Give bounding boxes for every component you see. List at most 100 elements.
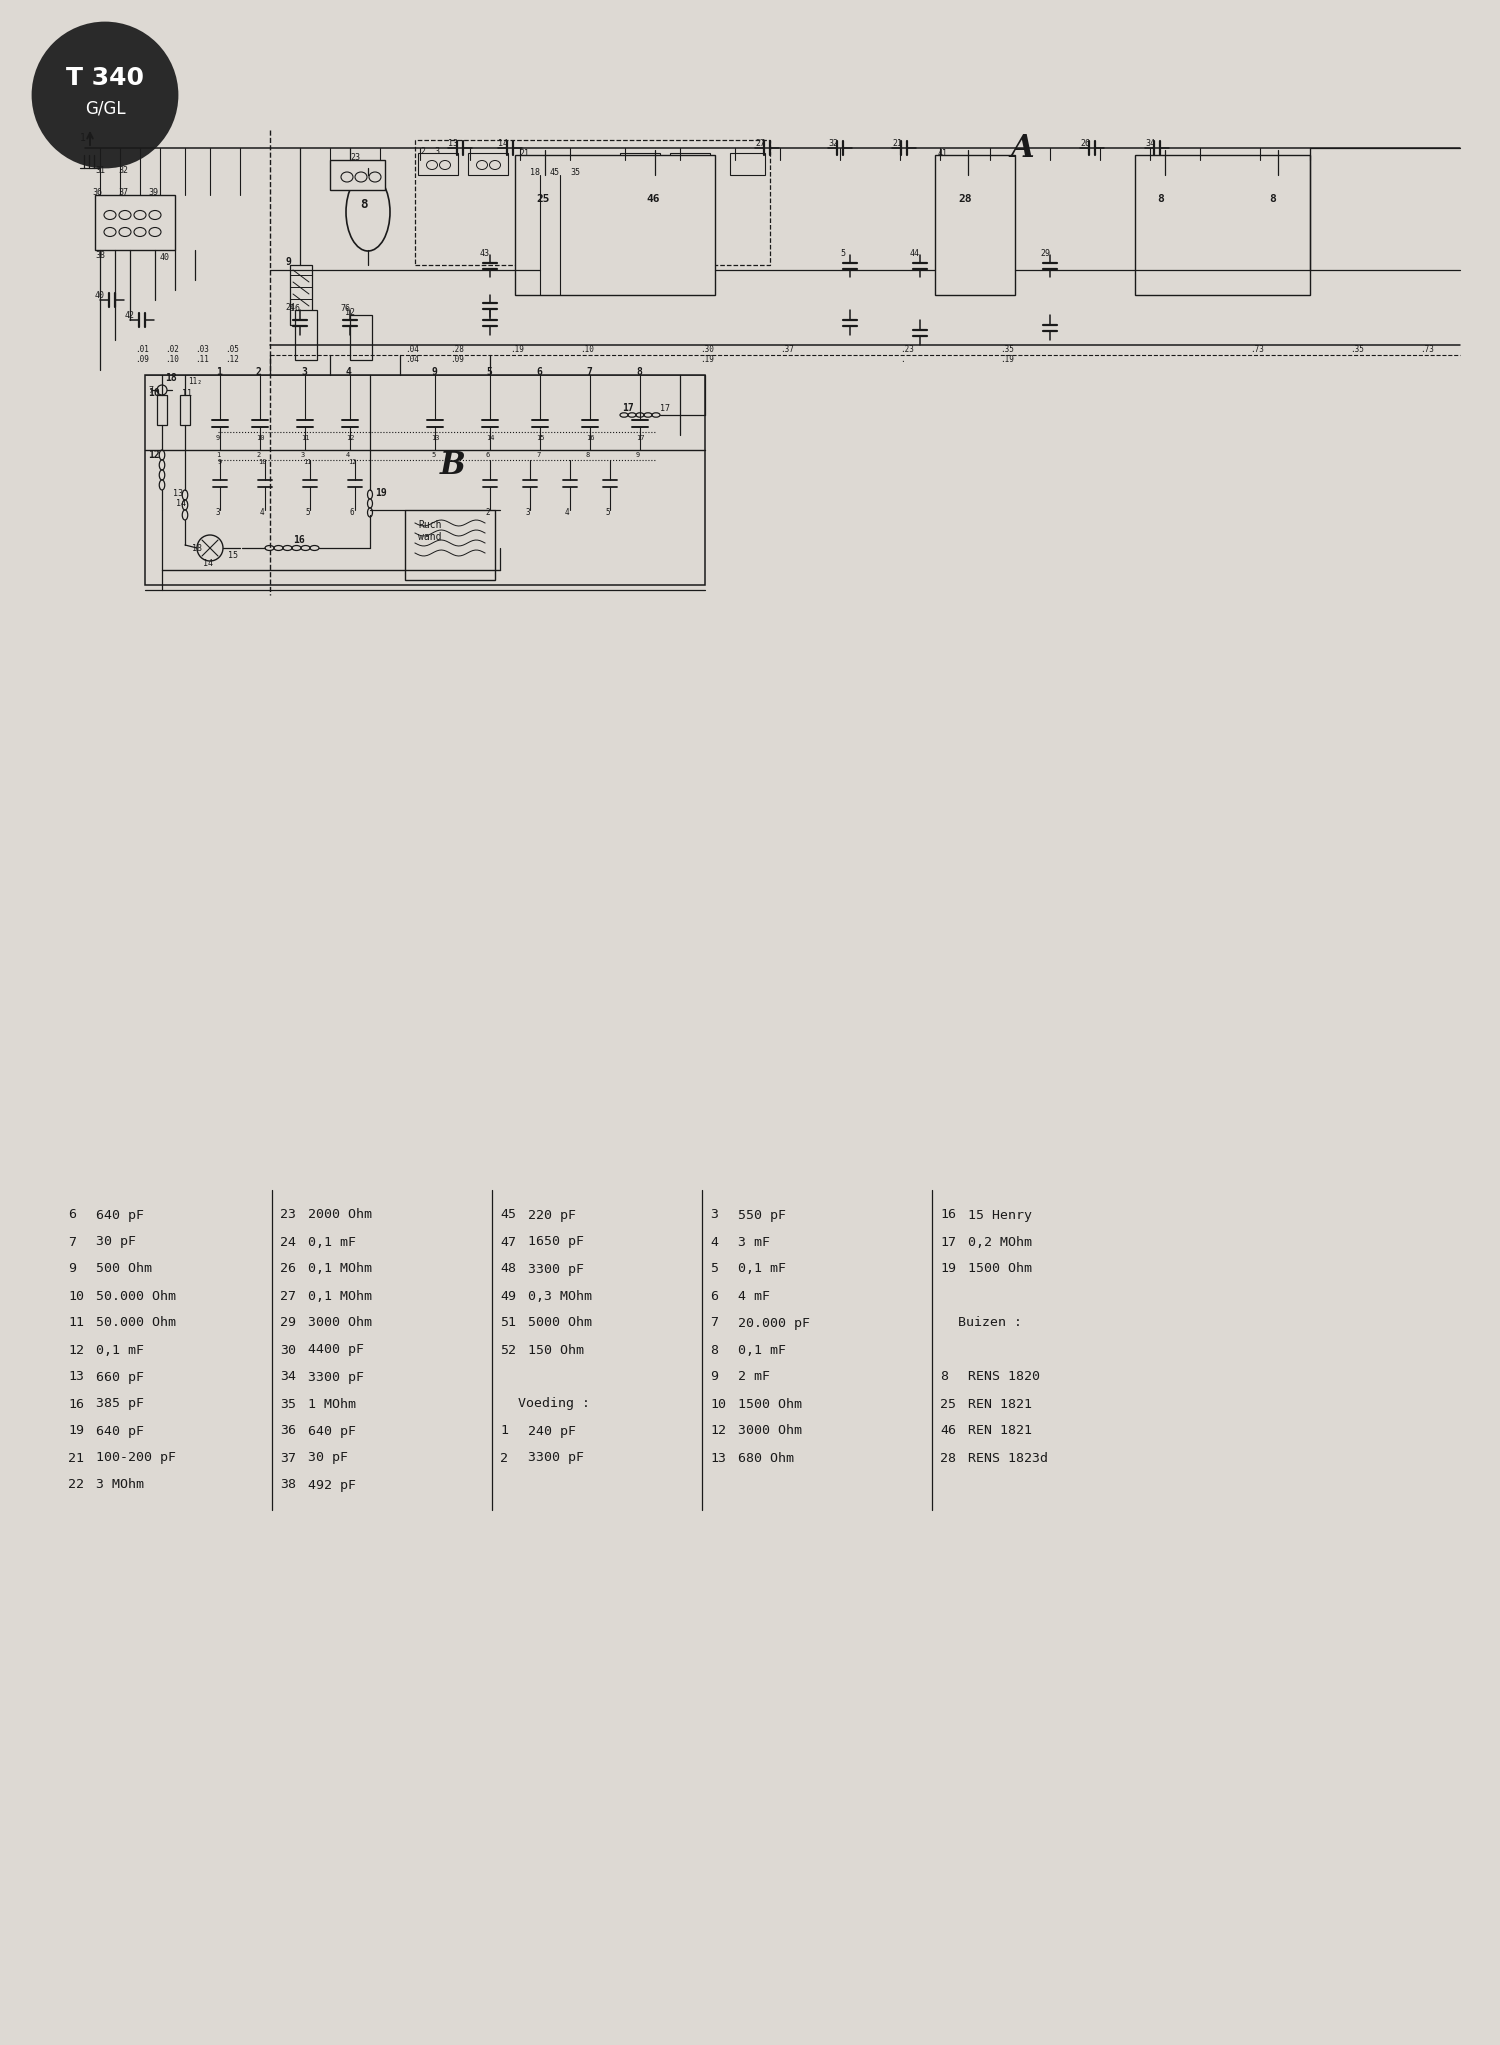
Text: 8: 8 [636,366,642,376]
Text: 2: 2 [500,1452,508,1464]
Text: 0,1 mF: 0,1 mF [738,1262,786,1276]
Text: 17: 17 [622,403,633,413]
Text: .11: .11 [195,354,208,364]
Text: 3300 pF: 3300 pF [528,1452,584,1464]
Text: .09: .09 [135,354,148,364]
Text: 50.000 Ohm: 50.000 Ohm [96,1290,176,1303]
Text: 6: 6 [350,507,354,517]
Text: 17: 17 [636,436,645,442]
Text: 22: 22 [68,1479,84,1491]
Text: 25: 25 [536,194,549,204]
Text: Voeding :: Voeding : [518,1397,590,1411]
Text: 640 pF: 640 pF [96,1209,144,1221]
Text: 30 pF: 30 pF [308,1452,348,1464]
Bar [296,311,316,360]
Text: 24: 24 [285,303,296,311]
Ellipse shape [159,470,165,481]
Text: 7: 7 [68,1235,76,1249]
Text: .73: .73 [1420,344,1434,354]
Text: 4: 4 [346,452,350,458]
Text: 41: 41 [938,149,948,157]
Text: 8: 8 [710,1344,718,1356]
Text: 28: 28 [958,194,972,204]
Text: 3 MOhm: 3 MOhm [96,1479,144,1491]
Text: 4: 4 [260,507,264,517]
Text: 5: 5 [430,452,435,458]
Text: 1 MOhm: 1 MOhm [308,1397,356,1411]
Text: 5: 5 [304,507,309,517]
Text: 4: 4 [710,1235,718,1249]
Text: 38: 38 [94,249,105,260]
Text: 13: 13 [172,489,183,497]
Text: .03: .03 [195,344,208,354]
Text: 37: 37 [280,1452,296,1464]
Text: 150 Ohm: 150 Ohm [528,1344,584,1356]
Text: 15: 15 [228,550,238,560]
Ellipse shape [633,168,676,245]
Text: 3: 3 [433,147,439,155]
Text: 550 pF: 550 pF [738,1209,786,1221]
Text: 51: 51 [500,1317,516,1329]
Bar [730,153,765,176]
Text: REN 1821: REN 1821 [968,1397,1032,1411]
Text: 48: 48 [500,1262,516,1276]
Text: 1: 1 [216,366,222,376]
Text: 2: 2 [256,452,261,458]
Text: 17: 17 [940,1235,956,1249]
Text: 18: 18 [165,372,177,382]
Text: 6: 6 [68,1209,76,1221]
Text: 0,3 MOhm: 0,3 MOhm [528,1290,592,1303]
Text: 1: 1 [80,133,86,143]
Bar [94,194,176,249]
Text: 32: 32 [118,166,128,174]
Bar [670,153,710,176]
Text: 15 Henry: 15 Henry [968,1209,1032,1221]
Text: 15: 15 [536,436,544,442]
Text: 3: 3 [302,452,306,458]
Bar [514,155,715,294]
Text: 19: 19 [68,1425,84,1438]
Text: 44: 44 [910,249,920,258]
Text: .09: .09 [450,354,464,364]
Text: 4: 4 [346,366,352,376]
Text: .28: .28 [450,344,464,354]
Text: 5: 5 [486,366,492,376]
Text: 30 pF: 30 pF [96,1235,136,1249]
Text: 10: 10 [710,1397,726,1411]
Text: 45: 45 [550,168,560,176]
Text: 0,1 mF: 0,1 mF [738,1344,786,1356]
Text: 23: 23 [350,153,360,162]
Bar [180,395,190,425]
Text: 9: 9 [636,452,640,458]
Text: 40: 40 [160,252,170,262]
Text: 28: 28 [940,1452,956,1464]
Text: .35: .35 [1350,344,1364,354]
Text: 32: 32 [828,139,839,147]
Ellipse shape [346,174,390,252]
Text: 12: 12 [148,450,159,460]
Text: 10: 10 [68,1290,84,1303]
Text: 10: 10 [148,389,159,399]
Ellipse shape [368,499,372,507]
Text: 385 pF: 385 pF [96,1397,144,1411]
Text: 0,1 MOhm: 0,1 MOhm [308,1262,372,1276]
Text: 12: 12 [346,436,354,442]
Text: 50.000 Ohm: 50.000 Ohm [96,1317,176,1329]
Text: 30: 30 [280,1344,296,1356]
Text: .19: .19 [510,344,524,354]
Text: .10: .10 [165,354,178,364]
Text: 220 pF: 220 pF [528,1209,576,1221]
Text: 35: 35 [570,168,580,176]
Text: 19: 19 [375,489,387,499]
Ellipse shape [159,481,165,491]
Text: 2: 2 [420,147,424,155]
Text: T 340: T 340 [66,65,144,90]
Text: 500 Ohm: 500 Ohm [96,1262,152,1276]
Text: Buizen :: Buizen : [958,1317,1022,1329]
Text: 8: 8 [360,198,368,211]
Text: 16: 16 [290,303,300,313]
Text: 34: 34 [280,1370,296,1384]
Text: 49: 49 [500,1290,516,1303]
Circle shape [196,536,223,560]
Text: 25: 25 [940,1397,956,1411]
